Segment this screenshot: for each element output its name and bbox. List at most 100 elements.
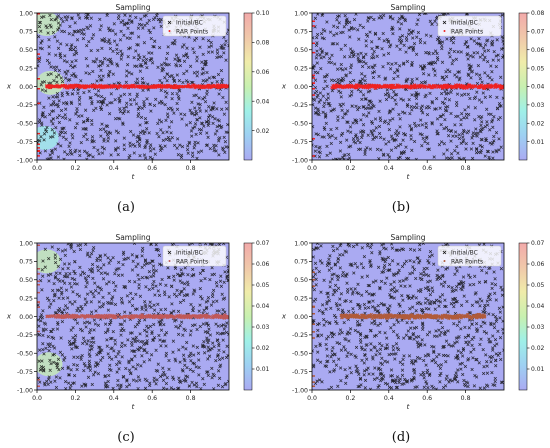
x-axis-label: t — [132, 403, 135, 411]
chart-title: Sampling — [115, 233, 150, 242]
y-tick-label: -0.50 — [292, 351, 308, 358]
y-tick-label: -1.00 — [292, 387, 308, 394]
y-tick-label: -1.00 — [292, 157, 308, 164]
colorbar-tick-label: 0.10 — [256, 10, 270, 17]
y-tick-label: -0.50 — [17, 121, 33, 128]
y-tick-label: -0.25 — [17, 332, 33, 339]
legend-label-initial: Initial/BC — [176, 250, 203, 257]
y-tick-label: -0.25 — [292, 102, 308, 109]
legend-box — [162, 15, 227, 37]
y-tick-label: 1.00 — [19, 10, 33, 17]
x-tick-label: 0.6 — [147, 395, 157, 402]
y-tick-label: 1.00 — [294, 10, 308, 17]
x-tick-label: 0.4 — [384, 395, 394, 402]
rar-points — [45, 313, 229, 320]
legend-marker-rar — [168, 30, 171, 32]
x-tick-label: 0.6 — [422, 395, 432, 402]
x-tick-label: 0.0 — [307, 165, 317, 172]
x-tick-label: 0.8 — [461, 165, 471, 172]
colorbar-tick-label: 0.04 — [531, 84, 545, 91]
caption-a: (a) — [117, 200, 135, 215]
caption-b: (b) — [391, 200, 411, 215]
chart-panel-1: Sampling 1.00 0.75 0.50 0.25 0.00 -0.25 -0.50 -0… — [281, 3, 545, 181]
colorbar-tick-label: 0.01 — [256, 366, 270, 373]
colorbar-tick-label: 0.07 — [256, 240, 270, 247]
legend-label-initial: Initial/BC — [451, 250, 478, 257]
colorbar — [518, 12, 528, 161]
colorbar-tick-label: 0.05 — [256, 282, 270, 289]
legend-label-initial: Initial/BC — [176, 20, 203, 27]
y-tick-label: -0.75 — [292, 369, 308, 376]
legend-label-rar: RAR Points — [176, 259, 208, 266]
rar-points — [45, 83, 229, 90]
chart-panel-3: Sampling 1.00 0.75 0.50 0.25 0.00 -0.25 -0.50 -0… — [281, 233, 545, 411]
y-tick-label: 0.00 — [19, 314, 33, 321]
caption-d: (d) — [391, 430, 411, 445]
colorbar-tick-label: 0.02 — [256, 345, 270, 352]
y-tick-label: 0.75 — [19, 29, 33, 36]
colorbar-tick-label: 0.07 — [531, 29, 545, 36]
x-axis-label: t — [132, 173, 135, 181]
chart-panel-2: Sampling 1.00 0.75 0.50 0.25 0.00 -0.25 -0.50 -0… — [6, 233, 270, 411]
x-tick-label: 0.8 — [461, 395, 471, 402]
x-tick-label: 0.2 — [345, 395, 355, 402]
y-tick-label: 0.00 — [294, 314, 308, 321]
colorbar-tick-label: 0.03 — [256, 324, 270, 331]
y-tick-label: 0.25 — [294, 295, 308, 302]
residual-region — [37, 125, 59, 150]
y-tick-label: 0.00 — [294, 84, 308, 91]
chart-panel-0: Sampling 1.00 0.75 0.50 0.25 0.00 -0.25 -0.50 -0… — [6, 3, 270, 181]
colorbar-tick-label: 0.06 — [256, 69, 270, 76]
y-tick-label: -0.50 — [292, 121, 308, 128]
colorbar-tick-label: 0.06 — [256, 261, 270, 268]
x-tick-label: 0.0 — [307, 395, 317, 402]
chart-title: Sampling — [390, 233, 425, 242]
legend-label-initial: Initial/BC — [451, 20, 478, 27]
x-tick-label: 0.6 — [147, 165, 157, 172]
legend-label-rar: RAR Points — [176, 29, 208, 36]
y-axis-label: x — [6, 83, 12, 91]
x-tick-label: 0.4 — [109, 165, 119, 172]
colorbar-tick-label: 0.03 — [531, 102, 545, 109]
x-tick-label: 0.2 — [70, 165, 80, 172]
x-tick-label: 0.0 — [32, 395, 42, 402]
boundary-points — [37, 244, 40, 387]
y-tick-label: 1.00 — [19, 240, 33, 247]
boundary-points — [37, 13, 40, 157]
y-tick-label: 0.25 — [294, 65, 308, 72]
legend-marker-initial — [442, 20, 447, 25]
legend-marker-initial — [167, 250, 172, 255]
y-tick-label: 0.25 — [19, 295, 33, 302]
legend-box — [437, 245, 502, 267]
x-tick-label: 0.2 — [345, 165, 355, 172]
rar-points — [339, 312, 487, 321]
y-axis-label: x — [6, 313, 12, 321]
y-axis-label: x — [281, 83, 287, 91]
colorbar-tick-label: 0.03 — [531, 324, 545, 331]
colorbar — [518, 242, 528, 391]
legend-label-rar: RAR Points — [451, 29, 483, 36]
y-tick-label: 0.75 — [294, 29, 308, 36]
x-tick-label: 0.2 — [70, 395, 80, 402]
colorbar-tick-label: 0.01 — [531, 139, 545, 146]
x-tick-label: 0.8 — [186, 165, 196, 172]
legend-label-rar: RAR Points — [451, 259, 483, 266]
colorbar — [243, 242, 253, 391]
legend-marker-rar — [168, 260, 171, 262]
colorbar-tick-label: 0.07 — [531, 240, 545, 247]
x-axis-label: t — [407, 173, 410, 181]
chart-title: Sampling — [115, 3, 150, 12]
x-tick-label: 0.8 — [186, 395, 196, 402]
boundary-points — [312, 271, 315, 388]
y-tick-label: 0.25 — [19, 65, 33, 72]
legend-box — [437, 15, 502, 37]
colorbar-tick-label: 0.06 — [531, 261, 545, 268]
y-tick-label: -0.75 — [292, 139, 308, 146]
legend-marker-initial — [167, 20, 172, 25]
rar-points — [330, 82, 504, 91]
y-tick-label: -0.75 — [17, 139, 33, 146]
colorbar-tick-label: 0.01 — [531, 366, 545, 373]
y-tick-label: -1.00 — [17, 157, 33, 164]
colorbar-tick-label: 0.08 — [531, 10, 545, 17]
